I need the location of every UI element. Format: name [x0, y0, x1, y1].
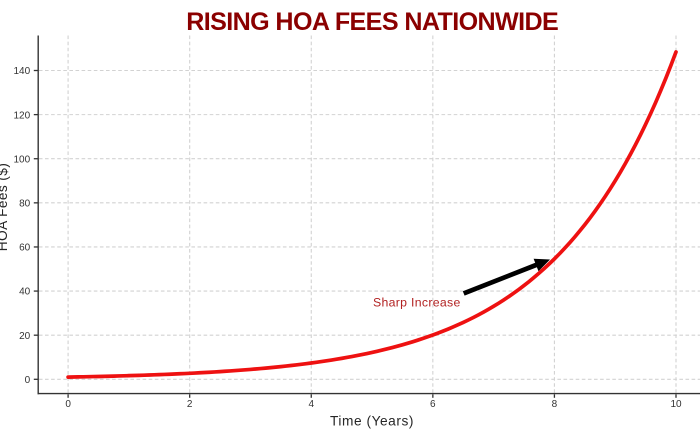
svg-text:20: 20	[19, 331, 31, 342]
svg-text:4: 4	[308, 399, 314, 410]
svg-text:10: 10	[670, 399, 682, 410]
svg-text:80: 80	[19, 198, 31, 209]
svg-text:6: 6	[430, 399, 436, 410]
svg-text:8: 8	[552, 399, 558, 410]
svg-text:0: 0	[65, 399, 71, 410]
svg-text:0: 0	[25, 375, 31, 386]
svg-text:40: 40	[19, 287, 31, 298]
svg-text:140: 140	[14, 66, 31, 77]
svg-text:Sharp Increase: Sharp Increase	[373, 296, 461, 310]
svg-text:120: 120	[14, 110, 31, 121]
svg-text:100: 100	[14, 154, 31, 165]
svg-text:RISING HOA FEES NATIONWIDE: RISING HOA FEES NATIONWIDE	[186, 8, 558, 36]
svg-text:HOA Fees ($): HOA Fees ($)	[0, 163, 10, 251]
svg-text:Time (Years): Time (Years)	[330, 414, 414, 429]
svg-text:2: 2	[187, 399, 193, 410]
svg-text:60: 60	[19, 243, 31, 254]
